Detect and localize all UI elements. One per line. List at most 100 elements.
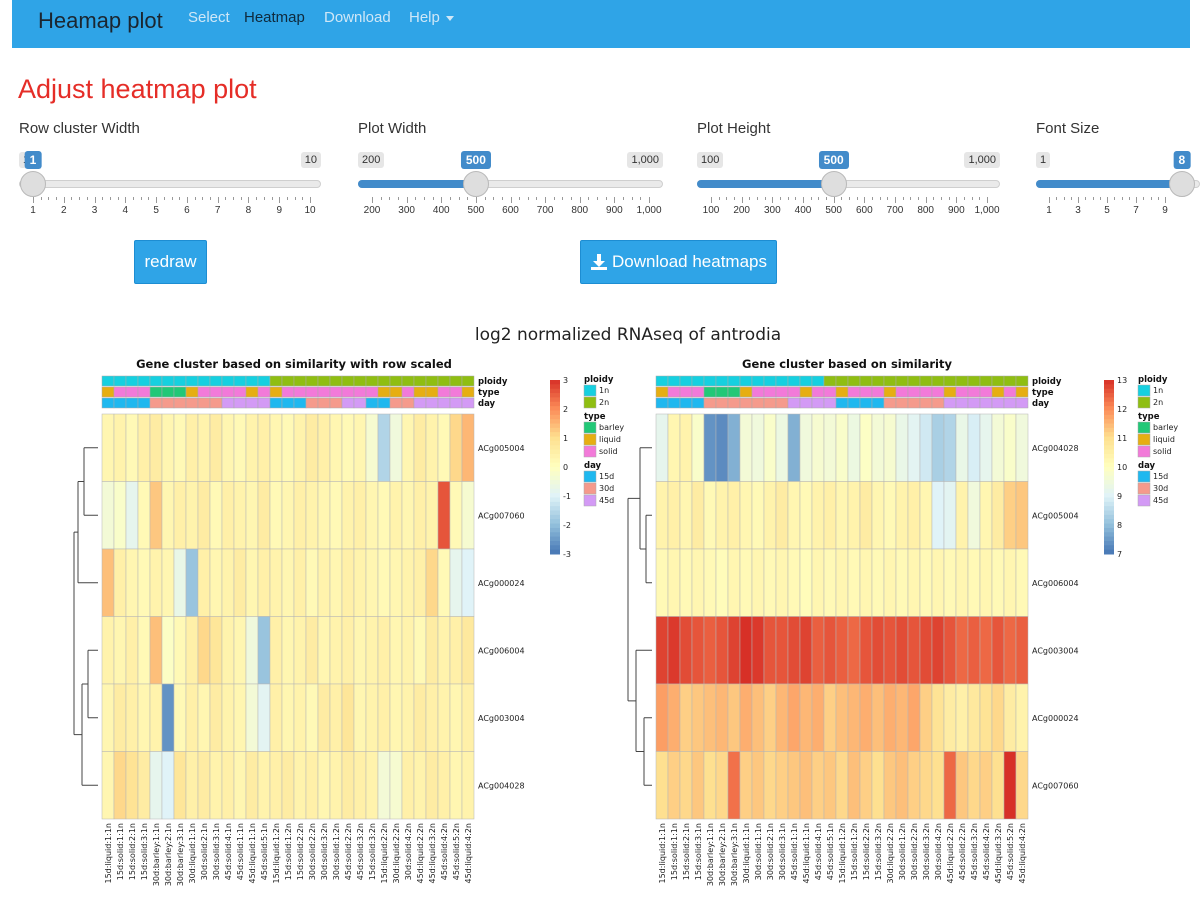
annotation-cell-day xyxy=(847,397,861,409)
heatmap-cell xyxy=(197,413,211,482)
annotation-cell-day xyxy=(293,397,307,409)
heatmap-cell xyxy=(113,751,127,820)
heatmap-cell xyxy=(269,481,283,550)
slider-font-size[interactable]: Font Size 1 8 1 3 5 7 9 xyxy=(1036,118,1200,218)
color-scale-segment xyxy=(1104,501,1114,507)
heatmap-cell xyxy=(751,548,765,617)
brand[interactable]: Heamap plot xyxy=(38,8,163,33)
annotation-cell-ploidy xyxy=(775,375,789,387)
annotation-cell-ploidy xyxy=(967,375,981,387)
slider-handle[interactable] xyxy=(462,171,489,197)
heatmap-cell xyxy=(305,413,319,482)
annotation-cell-type xyxy=(185,386,199,398)
annotation-cell-type xyxy=(811,386,825,398)
caret-down-icon xyxy=(445,15,454,21)
slider-minor-tick xyxy=(856,197,858,200)
heatmap-cell xyxy=(281,413,295,482)
heatmap-cell xyxy=(727,413,741,482)
heatmap-cell xyxy=(931,616,945,685)
slider-tick xyxy=(63,197,65,203)
slider-plot-width[interactable]: Plot Width 200 1,000 500 200 300 400 500 600 700 8… xyxy=(358,118,663,218)
legend-label: 15d xyxy=(599,472,614,481)
legend-title: day xyxy=(584,461,602,471)
nav-help[interactable]: Help xyxy=(409,9,454,26)
download-heatmaps-button[interactable]: Download heatmaps xyxy=(580,240,777,284)
column-label: 45d:liquid:4:2n xyxy=(464,823,473,884)
column-label: 15d:liquid:1:1n xyxy=(658,823,667,884)
heatmap-cell xyxy=(967,413,981,482)
heatmap-cell xyxy=(847,548,861,617)
heatmap-cell xyxy=(775,616,789,685)
annotation-cell-day xyxy=(125,397,139,409)
slider-plot-height[interactable]: Plot Height 100 1,000 500 100 200 300 400 500 600… xyxy=(697,118,1000,218)
slider-tick xyxy=(94,197,96,203)
nav-heatmap[interactable]: Heatmap xyxy=(244,9,305,26)
slider-tick xyxy=(510,197,512,203)
slider-tick-label: 300 xyxy=(398,205,415,216)
slider-minor-tick xyxy=(631,197,633,200)
heatmap-cell xyxy=(703,413,717,482)
annotation-cell-type xyxy=(257,386,271,398)
redraw-button[interactable]: redraw xyxy=(134,240,207,284)
slider-minor-tick xyxy=(623,197,625,200)
heatmap-cell xyxy=(751,683,765,752)
legend-label: barley xyxy=(599,423,624,432)
heatmap-cell xyxy=(401,751,415,820)
heatmap-cell xyxy=(293,616,307,685)
heatmap-cell xyxy=(257,616,271,685)
slider-minor-tick xyxy=(1157,197,1159,200)
heatmap-cell xyxy=(365,481,379,550)
heatmap-cell xyxy=(113,413,127,482)
annotation-cell-ploidy xyxy=(979,375,993,387)
annotation-cell-type xyxy=(377,386,391,398)
legend-swatch xyxy=(1137,482,1151,495)
heatmap-cell xyxy=(413,683,427,752)
slider-row-cluster-width[interactable]: Row cluster Width110112345678910 xyxy=(19,118,321,218)
row-label: ACg000024 xyxy=(478,579,525,588)
slider-handle[interactable] xyxy=(1168,171,1195,197)
heatmap-cell xyxy=(847,413,861,482)
annotation-cell-day xyxy=(727,397,741,409)
nav-help-label: Help xyxy=(409,9,440,26)
heatmap-cell xyxy=(329,751,343,820)
slider-tick-label: 3 xyxy=(1075,205,1081,216)
heatmap-cell xyxy=(377,481,391,550)
slider-track[interactable] xyxy=(19,180,321,188)
nav-download[interactable]: Download xyxy=(324,9,391,26)
annotation-cell-type xyxy=(245,386,259,398)
annotation-cell-day xyxy=(655,397,669,409)
slider-tick-label: 1 xyxy=(1046,205,1052,216)
heatmap-cell xyxy=(461,481,475,550)
slider-minor-tick xyxy=(449,197,451,200)
annotation-cell-ploidy xyxy=(799,375,813,387)
column-label: 15d:solid:1:1n xyxy=(116,823,125,880)
annotation-cell-ploidy xyxy=(461,375,475,387)
heatmap-cell xyxy=(883,751,897,820)
heatmap-cell xyxy=(979,548,993,617)
heatmap-cell xyxy=(955,751,969,820)
heatmap-cell xyxy=(125,548,139,617)
color-scale-segment xyxy=(1104,471,1114,477)
slider-tick-label: 6 xyxy=(184,205,190,216)
slider-handle[interactable] xyxy=(820,171,847,197)
column-label: 15d:solid:2:1n xyxy=(682,823,691,880)
color-scale-segment xyxy=(1104,414,1114,420)
annotation-cell-day xyxy=(425,397,439,409)
heatmap-cell xyxy=(919,751,933,820)
color-scale-segment xyxy=(1104,427,1114,433)
annotation-cell-day xyxy=(799,397,813,409)
heatmap-cell xyxy=(353,481,367,550)
heatmap-cell xyxy=(727,616,741,685)
slider-minor-tick xyxy=(640,197,642,200)
color-scale-segment xyxy=(1104,440,1114,446)
color-scale-segment xyxy=(1104,510,1114,516)
nav-select[interactable]: Select xyxy=(188,9,230,26)
heatmap-cell xyxy=(329,481,343,550)
slider-minor-tick xyxy=(423,197,425,200)
slider-handle[interactable] xyxy=(20,171,46,197)
color-scale-segment xyxy=(550,384,560,390)
heatmap-cell xyxy=(293,683,307,752)
annotation-cell-type xyxy=(449,386,463,398)
slider-tick xyxy=(614,197,616,203)
slider-tick-label: 2 xyxy=(60,205,67,216)
